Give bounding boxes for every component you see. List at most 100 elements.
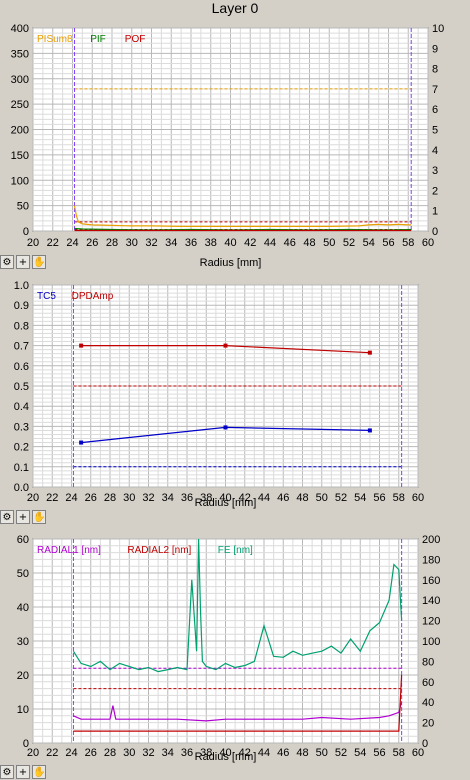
x-tick-label: 26 (86, 237, 98, 249)
hand-pan-icon[interactable]: ✋ (32, 765, 46, 779)
legend-entry: FE [nm] (218, 545, 253, 556)
y-tick-label: 0.3 (14, 421, 29, 433)
x-tick-label: 36 (185, 237, 197, 249)
x-tick-label: 28 (104, 747, 116, 759)
x-tick-label: 54 (363, 237, 375, 249)
crosshair-icon[interactable]: + (16, 255, 30, 269)
x-tick-label: 34 (165, 237, 177, 249)
x-tick-label: 38 (200, 492, 212, 504)
y-tick-label: 200 (11, 125, 29, 137)
x-axis-label: Radius [mm] (200, 257, 262, 269)
x-tick-label: 60 (412, 747, 424, 759)
x-tick-label: 24 (65, 747, 77, 759)
x-tick-label: 44 (258, 492, 270, 504)
x-tick-label: 52 (335, 492, 347, 504)
y-tick-label: 50 (17, 568, 29, 580)
y-tick-label: 150 (11, 150, 29, 162)
legend-entry: PISum8 (37, 34, 73, 45)
x-axis-label: Radius [mm] (195, 497, 257, 509)
x-tick-label: 48 (296, 492, 308, 504)
legend-entry: POF (125, 34, 146, 45)
settings-icon[interactable]: ⚙ (0, 765, 14, 779)
toolbar-bottom: ⚙ + ✋ (0, 764, 46, 780)
x-tick-label: 24 (65, 492, 77, 504)
y-tick-label: 400 (11, 23, 29, 35)
y-tick-label: 0.7 (14, 341, 29, 353)
x-tick-label: 42 (244, 237, 256, 249)
y2-tick-label: 6 (432, 104, 438, 116)
hand-pan-icon[interactable]: ✋ (32, 510, 46, 524)
x-tick-label: 20 (27, 747, 39, 759)
crosshair-icon[interactable]: + (16, 510, 30, 524)
settings-icon[interactable]: ⚙ (0, 255, 14, 269)
data-point (367, 428, 372, 433)
settings-icon[interactable]: ⚙ (0, 510, 14, 524)
y-tick-label: 300 (11, 74, 29, 86)
x-tick-label: 32 (142, 492, 154, 504)
x-tick-label: 22 (47, 237, 59, 249)
x-tick-label: 36 (181, 747, 193, 759)
y-tick-label: 350 (11, 48, 29, 60)
crosshair-icon[interactable]: + (16, 765, 30, 779)
x-tick-label: 20 (27, 492, 39, 504)
series-line (73, 674, 403, 732)
y-tick-label: 100 (11, 175, 29, 187)
y-tick-label: 50 (17, 201, 29, 213)
y2-tick-label: 80 (422, 656, 434, 668)
x-tick-label: 56 (373, 492, 385, 504)
x-tick-label: 24 (66, 237, 78, 249)
x-tick-label: 38 (200, 747, 212, 759)
x-tick-label: 56 (373, 747, 385, 759)
x-axis-label: Radius [mm] (195, 751, 257, 763)
x-tick-label: 48 (296, 747, 308, 759)
y-tick-label: 60 (17, 534, 29, 546)
y2-tick-label: 4 (432, 145, 438, 157)
series-line (73, 205, 412, 227)
x-tick-label: 56 (382, 237, 394, 249)
data-point (79, 343, 84, 348)
toolbar-top: ⚙ + ✋ (0, 254, 46, 270)
x-tick-label: 60 (422, 237, 434, 249)
x-tick-label: 52 (335, 747, 347, 759)
y2-tick-label: 8 (432, 64, 438, 76)
y2-tick-label: 3 (432, 165, 438, 177)
x-tick-label: 58 (402, 237, 414, 249)
x-tick-label: 50 (316, 747, 328, 759)
data-point (367, 350, 372, 355)
y2-tick-label: 120 (422, 616, 440, 628)
series-line (73, 702, 403, 722)
chart-middle-tc5-dpdamp: 0.0 0.1 0.2 0.3 0.4 0.5 0.6 0.7 0.8 0.9 1.0 20 22 24 2… (14, 280, 424, 509)
y2-tick-label: 60 (422, 677, 434, 689)
y-tick-label: 0.4 (14, 401, 29, 413)
x-tick-label: 46 (284, 237, 296, 249)
x-tick-label: 42 (239, 747, 251, 759)
x-tick-label: 34 (162, 747, 174, 759)
legend-entry: RADIAL1 [nm] (37, 545, 101, 556)
y-tick-label: 1.0 (14, 280, 29, 292)
x-tick-label: 48 (303, 237, 315, 249)
x-tick-label: 46 (277, 747, 289, 759)
hand-pan-icon[interactable]: ✋ (32, 255, 46, 269)
legend-entry: TC5 (37, 291, 56, 302)
y-tick-label: 0.2 (14, 442, 29, 454)
y2-tick-label: 140 (422, 595, 440, 607)
x-tick-label: 20 (27, 237, 39, 249)
y-tick-label: 10 (17, 704, 29, 716)
x-tick-label: 40 (219, 747, 231, 759)
series-line (72, 538, 403, 673)
data-point (79, 440, 84, 445)
x-tick-label: 44 (258, 747, 270, 759)
x-tick-label: 22 (46, 492, 58, 504)
x-tick-label: 42 (239, 492, 251, 504)
y2-tick-label: 20 (422, 718, 434, 730)
x-tick-label: 52 (343, 237, 355, 249)
x-tick-label: 36 (181, 492, 193, 504)
x-tick-label: 40 (219, 492, 231, 504)
x-tick-label: 60 (412, 492, 424, 504)
y2-tick-label: 7 (432, 84, 438, 96)
y2-tick-label: 9 (432, 43, 438, 55)
x-tick-label: 44 (264, 237, 276, 249)
x-tick-label: 26 (85, 747, 97, 759)
x-tick-label: 46 (277, 492, 289, 504)
